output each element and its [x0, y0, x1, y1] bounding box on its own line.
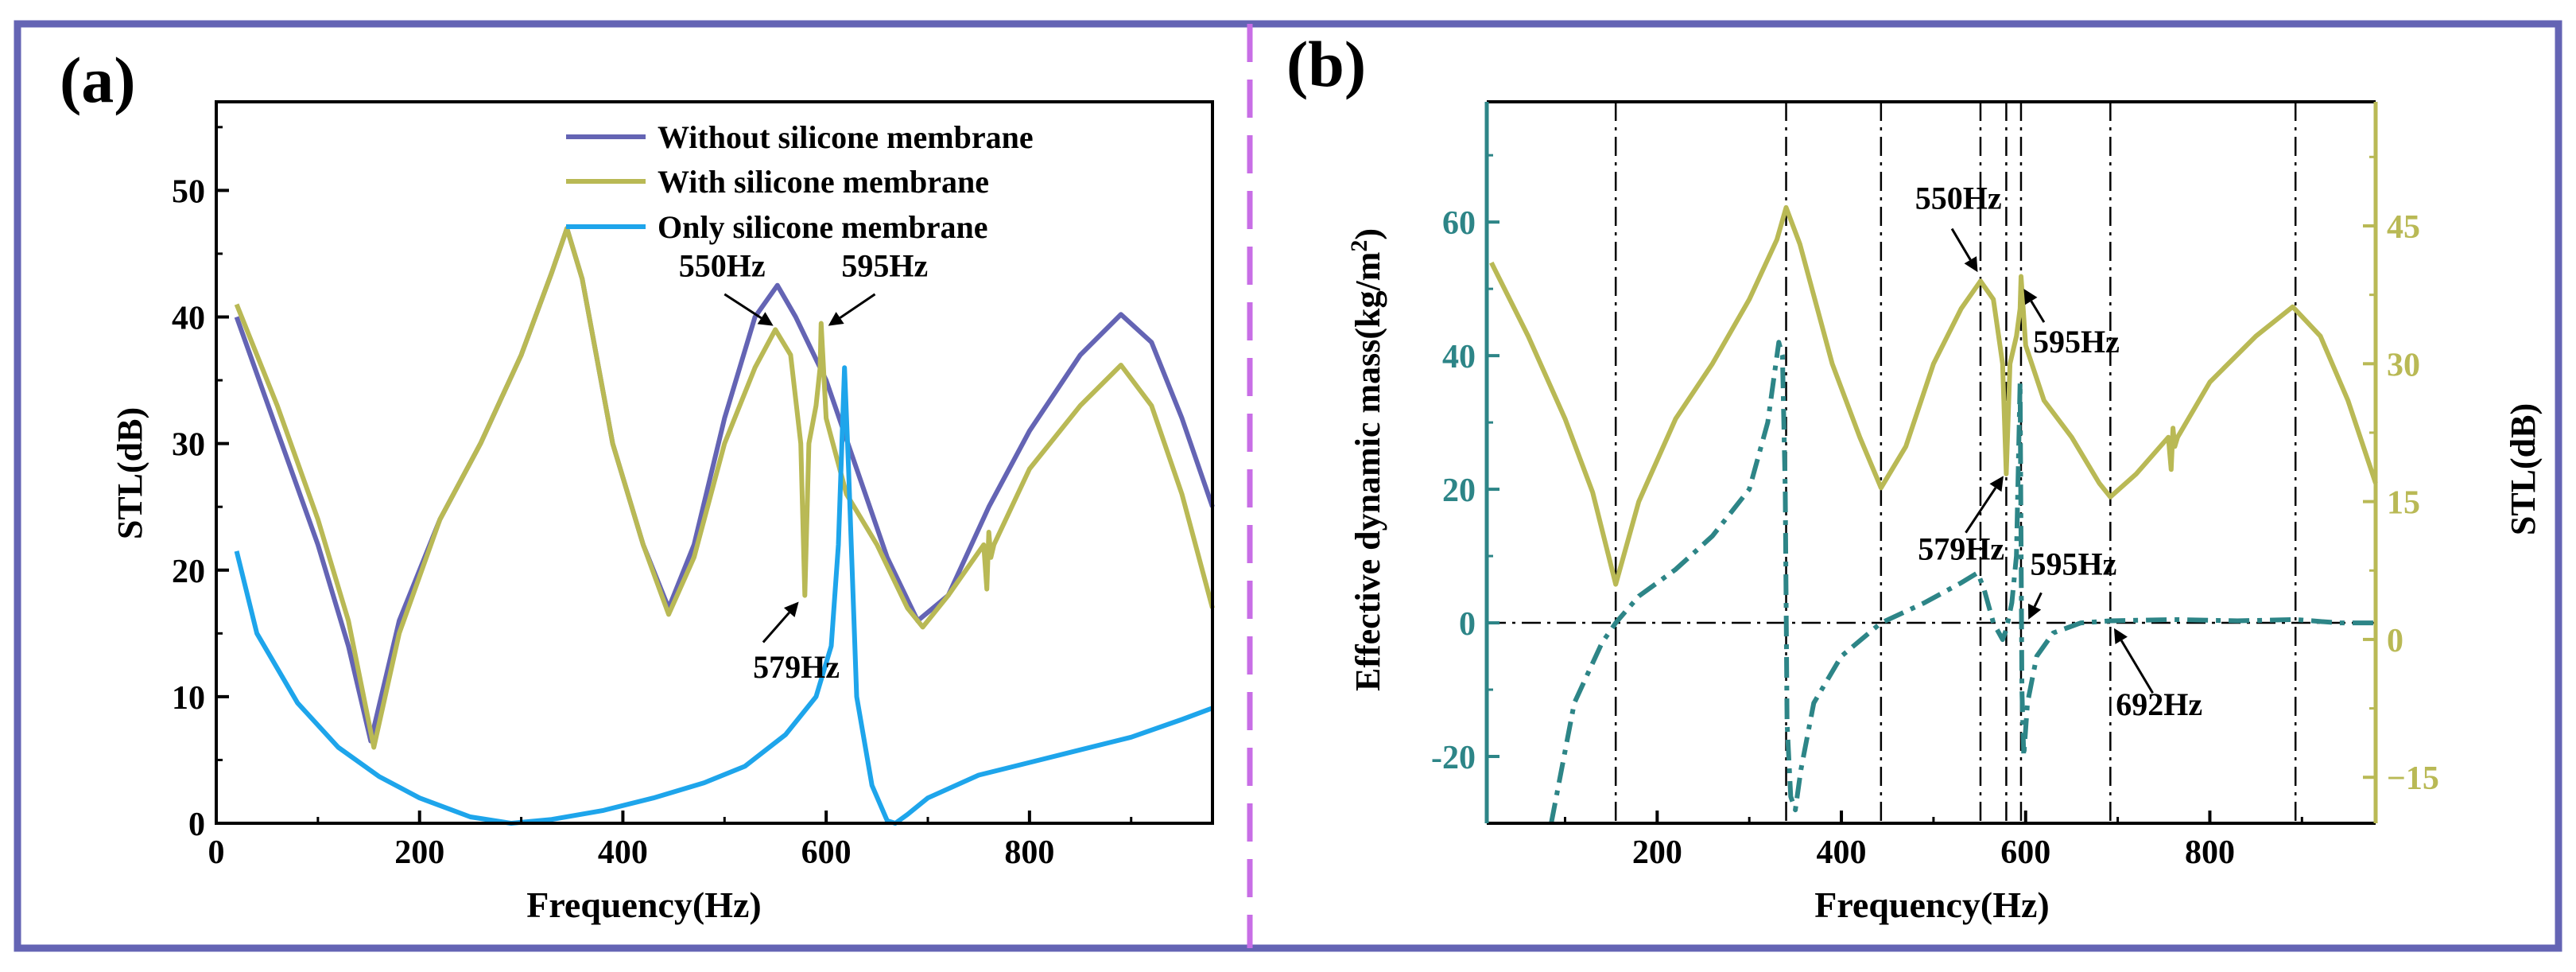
chart-a-y-tick-label-0: 0 — [188, 807, 205, 843]
chart-a-series-0 — [234, 226, 1215, 744]
chart-a-annotation-arrowhead-0 — [757, 312, 774, 326]
chart-a-annotation-arrowhead-2 — [783, 601, 799, 617]
chart-a-x-tick-label-4: 800 — [1004, 834, 1054, 871]
chart-b-x-tick-label-0: 200 — [1632, 834, 1682, 871]
chart-a-y-tick-label-5: 50 — [172, 173, 205, 210]
chart-b-right-y-tick-label-1: 0 — [2387, 623, 2403, 659]
chart-b-annotation-arrow-3 — [2033, 592, 2043, 608]
chart-a-annotation-0: 550Hz — [679, 248, 766, 284]
chart-b-right-y-axis-label: STL(dB) — [2504, 403, 2543, 535]
chart-a-annotation-2: 579Hz — [753, 649, 840, 685]
chart-b-left-y-tick-label-1: 0 — [1459, 606, 1476, 643]
chart-a-legend-entry-1: With silicone membrane — [658, 164, 989, 200]
ylabel-left-sup: 2 — [1346, 240, 1372, 252]
chart-b-annotation-arrowhead-4 — [2113, 628, 2128, 644]
chart-b-left-y-tick-label-0: -20 — [1431, 740, 1476, 776]
chart-a-y-tick-label-3: 30 — [172, 427, 205, 464]
chart-a-x-tick-label-0: 0 — [208, 834, 225, 871]
chart-a-x-axis-label: Frequency(Hz) — [526, 885, 762, 925]
chart-b-annotation-arrow-1 — [2030, 300, 2046, 323]
chart-b-annotation-arrowhead-1 — [2023, 289, 2038, 305]
chart-b-right-y-tick-label-0: −15 — [2387, 760, 2439, 797]
chart-a-annotation-arrowhead-1 — [828, 312, 844, 326]
chart-a-series-2 — [234, 365, 1214, 826]
chart-b-x-tick-label-2: 600 — [2000, 834, 2050, 871]
chart-b-x-axis-label: Frequency(Hz) — [1814, 885, 2050, 925]
chart-b-annotation-0: 550Hz — [1915, 180, 2002, 216]
chart-b-left-y-tick-label-2: 20 — [1442, 472, 1476, 509]
chart-b-annotation-arrowhead-3 — [2027, 603, 2042, 620]
chart-a-annotation-arrow-2 — [762, 612, 790, 643]
chart-a-series-1 — [234, 226, 1215, 750]
chart-a-annotation-arrow-1 — [839, 293, 876, 319]
chart-b-series-0 — [1549, 340, 2376, 824]
chart-a-annotation-arrow-0 — [724, 293, 762, 320]
panel-label-a: (a) — [60, 44, 136, 116]
chart-a-y-tick-label-1: 10 — [172, 680, 205, 717]
chart-b-left-y-axis-label: Effective dynamic mass(kg/m2) — [1346, 228, 1387, 691]
chart-a-plot-frame — [215, 100, 1214, 825]
ylabel-left-main: Effective dynamic mass(kg/m — [1348, 252, 1387, 691]
chart-b-annotation-arrow-2 — [1965, 487, 1997, 534]
chart-a-y-axis-label: STL(dB) — [111, 407, 149, 539]
chart-b-annotation-arrow-0 — [1950, 227, 1972, 261]
ylabel-left-end: ) — [1348, 228, 1387, 240]
chart-a-x-tick-label-2: 400 — [598, 834, 648, 871]
chart-b-series-1 — [1489, 204, 2378, 587]
chart-a-x-tick-label-3: 600 — [801, 834, 852, 871]
chart-b-annotation-4: 692Hz — [2116, 686, 2202, 722]
chart-b-annotation-2: 579Hz — [1918, 531, 2004, 566]
chart-b: (b) Effective dynamic mass(kg/m2) STL(dB… — [1286, 28, 2543, 925]
chart-a-y-tick-label-4: 40 — [172, 301, 205, 337]
chart-b-left-y-tick-label-4: 60 — [1442, 205, 1476, 242]
chart-b-right-y-tick-label-3: 30 — [2387, 347, 2420, 383]
chart-b-x-tick-label-1: 400 — [1817, 834, 1867, 871]
figure-border — [14, 20, 2562, 952]
chart-b-annotation-arrowhead-2 — [1989, 476, 2004, 492]
chart-b-annotation-arrowhead-0 — [1964, 256, 1978, 273]
chart-b-left-y-tick-label-3: 40 — [1442, 339, 1476, 375]
chart-b-right-y-tick-label-2: 15 — [2387, 485, 2420, 522]
chart-b-annotation-3: 595Hz — [2031, 546, 2117, 582]
chart-a-legend-entry-0: Without silicone membrane — [658, 119, 1034, 155]
chart-b-annotation-arrow-4 — [2120, 640, 2154, 694]
chart-a-y-tick-label-2: 20 — [172, 554, 205, 590]
chart-b-x-tick-label-3: 800 — [2185, 834, 2235, 871]
chart-b-right-y-tick-label-4: 45 — [2387, 209, 2420, 246]
chart-a-x-tick-label-1: 200 — [394, 834, 444, 871]
panel-label-b: (b) — [1286, 28, 1366, 100]
chart-a-annotation-1: 595Hz — [841, 248, 928, 284]
chart-b-annotation-1: 595Hz — [2033, 324, 2120, 360]
chart-a: (a) STL(dB) Frequency(Hz) 0 200 400 600 800 0… — [60, 44, 1215, 925]
chart-a-legend-entry-2: Only silicone membrane — [658, 209, 988, 245]
